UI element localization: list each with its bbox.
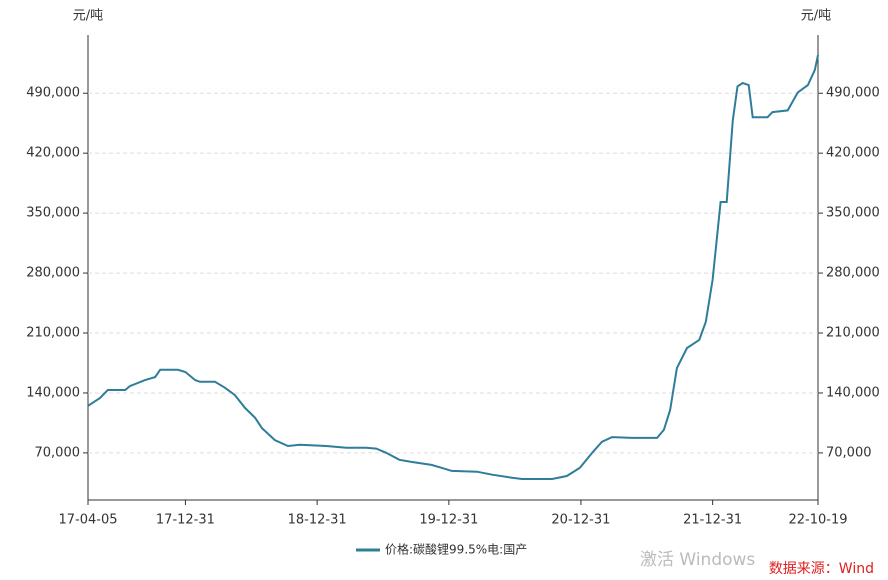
y-tick-label: 70,000 <box>35 445 81 460</box>
x-tick-label: 21-12-31 <box>683 513 742 528</box>
y-tick-label: 140,000 <box>26 385 80 400</box>
y2-tick-label: 70,000 <box>826 445 872 460</box>
y-tick-label: 280,000 <box>26 266 80 281</box>
y-unit: 元/吨 <box>73 9 103 24</box>
x-tick-label: 17-04-05 <box>58 513 117 528</box>
legend-label: 价格:碳酸锂99.5%电:国产 <box>385 542 527 557</box>
x-tick-label: 20-12-31 <box>551 513 610 528</box>
y2-tick-label: 350,000 <box>826 206 880 221</box>
line <box>87 54 819 480</box>
y-tick-label: 490,000 <box>26 86 80 101</box>
y-tick-label: 350,000 <box>26 206 80 221</box>
source: 数据来源：Wind <box>769 561 874 577</box>
y2-tick-label: 490,000 <box>826 86 880 101</box>
y2-tick-label: 140,000 <box>826 385 880 400</box>
x-tick-label: 18-12-31 <box>288 513 347 528</box>
x-tick-label: 17-12-31 <box>156 513 215 528</box>
y2-tick-label: 420,000 <box>826 146 880 161</box>
y2-tick-label: 280,000 <box>826 266 880 281</box>
watermark: 激活 Windows <box>640 550 755 570</box>
y-tick-label: 210,000 <box>26 326 80 341</box>
x-tick-label: 22-10-19 <box>788 513 847 528</box>
y2-tick-label: 210,000 <box>826 326 880 341</box>
y-tick-label: 420,000 <box>26 146 80 161</box>
y2-unit: 元/吨 <box>801 9 831 24</box>
x-tick-label: 19-12-31 <box>419 513 478 528</box>
